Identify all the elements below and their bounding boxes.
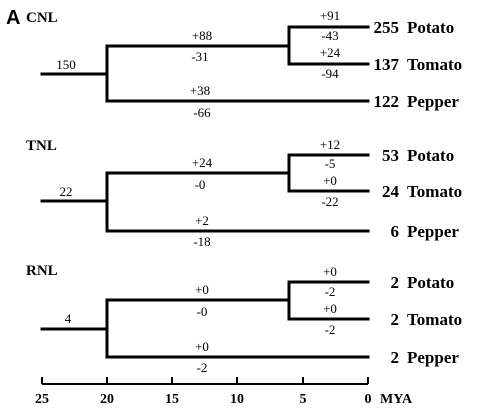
- potato-gain: +91: [320, 8, 340, 23]
- species-count: 6: [391, 222, 400, 241]
- time-axis: 25 20 15 10 5 0 MYA: [35, 377, 413, 407]
- tomato-loss: -2: [325, 322, 336, 337]
- pepper-loss: -18: [193, 234, 210, 249]
- tomato-loss: -94: [321, 66, 339, 81]
- species-name: Tomato: [407, 182, 462, 201]
- species-name: Potato: [407, 273, 454, 292]
- solanum-loss: -0: [195, 177, 206, 192]
- solanum-loss: -31: [191, 49, 208, 64]
- ancestral-count: 150: [56, 57, 76, 72]
- panel-label: A: [6, 7, 20, 29]
- potato-loss: -5: [325, 156, 336, 171]
- solanum-gain: +88: [192, 28, 212, 43]
- ancestral-count: 4: [65, 311, 72, 326]
- tick-label: 10: [230, 392, 244, 407]
- tomato-loss: -22: [321, 194, 338, 209]
- axis-unit: MYA: [380, 392, 413, 407]
- species-count: 53: [382, 146, 399, 165]
- pepper-loss: -66: [193, 105, 211, 120]
- solanum-gain: +0: [195, 282, 209, 297]
- species-count: 24: [382, 182, 400, 201]
- pepper-gain: +0: [195, 339, 209, 354]
- species-name: Pepper: [407, 348, 459, 367]
- pepper-gain: +2: [195, 213, 209, 228]
- pepper-loss: -2: [197, 360, 208, 375]
- pepper-gain: +38: [190, 83, 210, 98]
- potato-gain: +12: [320, 137, 340, 152]
- potato-gain: +0: [323, 264, 337, 279]
- species-count: 2: [391, 310, 400, 329]
- ancestral-count: 22: [60, 184, 73, 199]
- species-count: 137: [374, 55, 400, 74]
- solanum-loss: -0: [197, 304, 208, 319]
- potato-loss: -2: [325, 284, 336, 299]
- potato-loss: -43: [321, 28, 338, 43]
- species-count: 255: [374, 18, 400, 37]
- tick-label: 0: [365, 392, 372, 407]
- solanum-gain: +24: [192, 155, 213, 170]
- tick-label: 25: [35, 392, 49, 407]
- family-name: TNL: [26, 138, 57, 154]
- family-name: CNL: [26, 10, 58, 26]
- species-count: 2: [391, 348, 400, 367]
- family-name: RNL: [26, 263, 58, 279]
- species-name: Tomato: [407, 310, 462, 329]
- tick-label: 15: [165, 392, 179, 407]
- tree-cnl: CNL 150 +88 -31 +38 -66 +91 -43 +24 -94 …: [26, 8, 462, 120]
- tomato-gain: +0: [323, 301, 337, 316]
- tick-label: 20: [100, 392, 114, 407]
- tick-label: 5: [300, 392, 307, 407]
- species-name: Pepper: [407, 222, 459, 241]
- tree-tnl: TNL 22 +24 -0 +2 -18 +12 -5 +0 -22 53 Po…: [26, 137, 462, 249]
- species-name: Potato: [407, 18, 454, 37]
- tomato-gain: +0: [323, 173, 337, 188]
- species-name: Potato: [407, 146, 454, 165]
- species-count: 2: [391, 273, 400, 292]
- species-count: 122: [374, 92, 400, 111]
- tree-rnl: RNL 4 +0 -0 +0 -2 +0 -2 +0 -2 2 Potato 2…: [26, 263, 462, 375]
- axis-ticks: [41, 377, 369, 384]
- tomato-gain: +24: [320, 45, 341, 60]
- species-name: Pepper: [407, 92, 459, 111]
- species-name: Tomato: [407, 55, 462, 74]
